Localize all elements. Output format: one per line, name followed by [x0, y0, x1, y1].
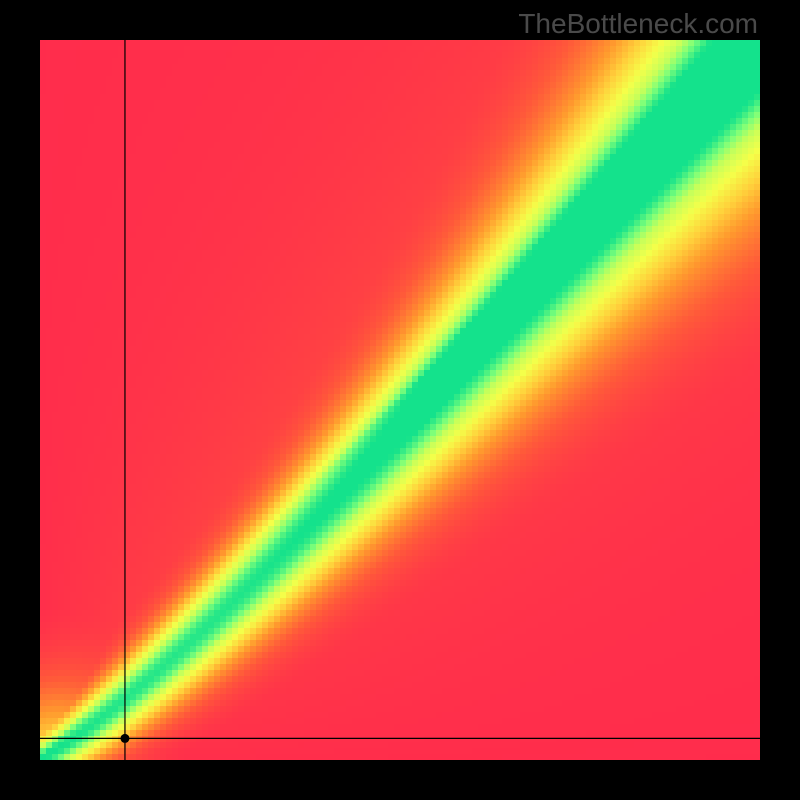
bottleneck-heatmap	[40, 40, 760, 760]
watermark-text: TheBottleneck.com	[518, 8, 758, 40]
chart-container: TheBottleneck.com	[0, 0, 800, 800]
